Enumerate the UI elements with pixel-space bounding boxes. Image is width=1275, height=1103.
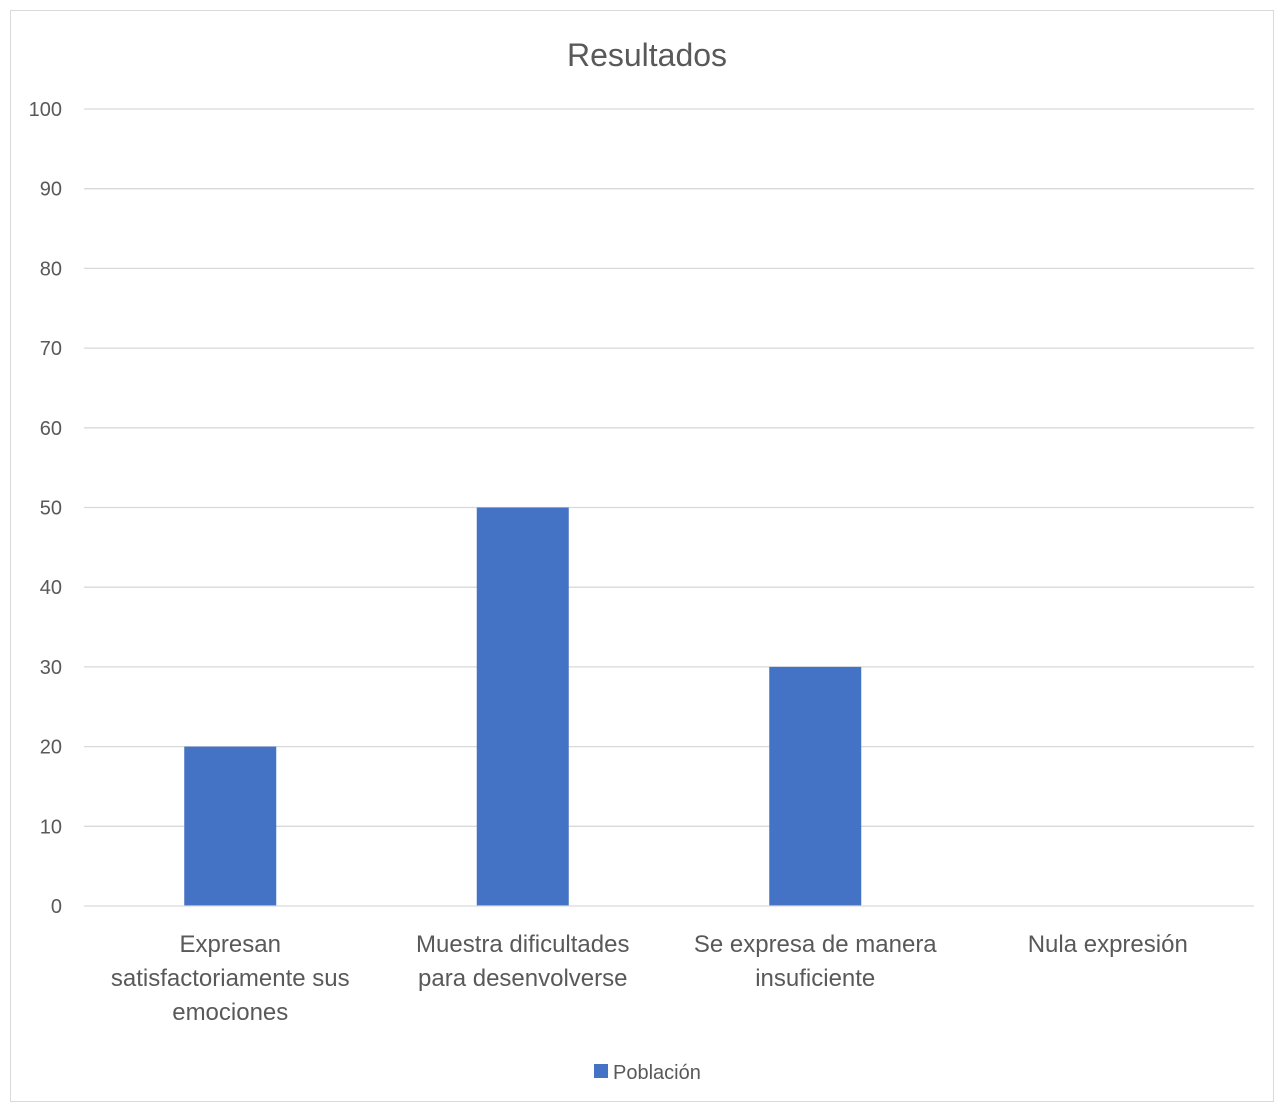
legend-swatch-poblacion: [594, 1064, 608, 1078]
legend-label-poblacion: Población: [613, 1062, 701, 1084]
x-tick-label: emociones: [172, 999, 288, 1026]
bar: [476, 507, 569, 906]
chart-frame: [10, 10, 1274, 1102]
x-tick-label: Nula expresión: [1028, 931, 1188, 958]
y-tick-label: 40: [40, 577, 62, 599]
bars: [184, 507, 862, 906]
y-axis-ticks: 0 10 20 30 40 50 60 70 80 90 100: [29, 99, 62, 918]
category-labels: Expresan satisfactoriamente sus emociones M…: [111, 931, 1188, 1026]
y-tick-label: 30: [40, 657, 62, 679]
y-tick-label: 100: [29, 99, 62, 121]
y-tick-label: 0: [51, 896, 62, 918]
x-tick-label: Muestra dificultades: [416, 931, 629, 958]
bar: [769, 666, 862, 906]
x-tick-label: Se expresa de manera: [694, 931, 937, 958]
y-tick-label: 90: [40, 179, 62, 201]
legend: Población: [594, 1062, 701, 1084]
y-tick-label: 20: [40, 737, 62, 759]
x-tick-label: insuficiente: [755, 965, 875, 992]
bar: [184, 746, 277, 906]
x-tick-label: Expresan: [180, 931, 281, 958]
y-tick-label: 60: [40, 418, 62, 440]
chart-title: Resultados: [567, 37, 727, 73]
y-tick-label: 10: [40, 816, 62, 838]
y-tick-label: 80: [40, 258, 62, 280]
y-tick-label: 70: [40, 338, 62, 360]
x-tick-label: para desenvolverse: [418, 965, 627, 992]
x-tick-label: satisfactoriamente sus: [111, 965, 350, 992]
y-tick-label: 50: [40, 498, 62, 520]
gridlines: [84, 108, 1254, 827]
